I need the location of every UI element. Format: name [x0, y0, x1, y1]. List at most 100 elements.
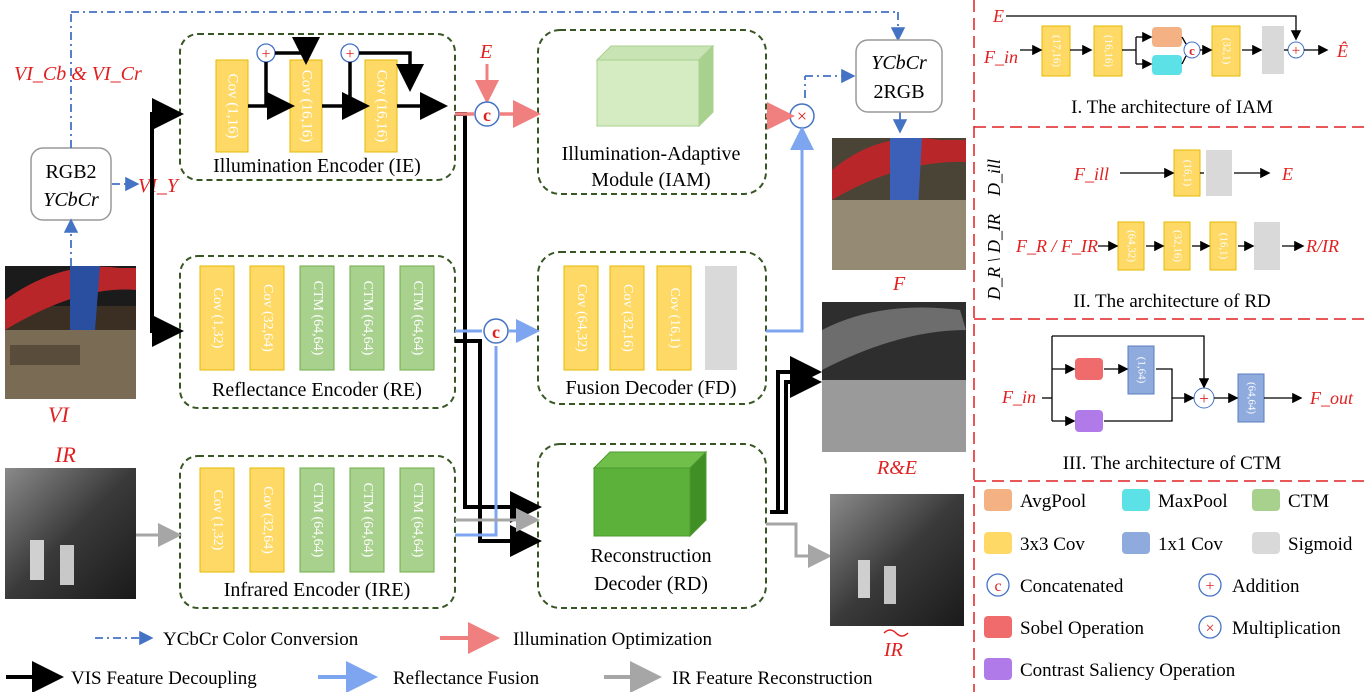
legend-panel-label-2: CTM	[1288, 491, 1329, 512]
legend-illumination: Illumination Optimization	[513, 629, 712, 650]
legend-panel-label-9: Multiplication	[1232, 618, 1341, 639]
legend-panel-symbol-7: +	[1198, 573, 1222, 597]
ire-layer-label-0: Cov (1,32)	[210, 490, 225, 551]
panel-iam-fin: F_in	[983, 47, 1018, 67]
rgb2ycbcr-line1: RGB2	[45, 161, 96, 183]
panel-iam-e-path	[1006, 15, 1302, 41]
e-label: E	[479, 41, 492, 63]
panel-ctm-caption: III. The architecture of CTM	[1063, 453, 1282, 474]
re-layer-2	[299, 265, 335, 371]
re-image	[822, 302, 966, 452]
ire-layer-label-3: CTM (64,64)	[360, 483, 375, 558]
legend-panel-label-0: AvgPool	[1020, 491, 1086, 512]
ie-layer-label-0: Cov (1,16)	[225, 74, 241, 139]
re-layer-label-3: CTM (64,64)	[360, 281, 375, 356]
right-panel-dividers	[973, 0, 1368, 692]
ire-layer-1	[249, 467, 285, 573]
illumination-paths	[455, 100, 795, 130]
panel-iam-sigmoid	[1262, 26, 1284, 74]
ire-layer-0	[199, 467, 235, 573]
re-layer-4	[399, 265, 435, 371]
ycbcr2rgb-line1: YCbCr	[871, 52, 927, 74]
legend-panel-label-5: Sigmoid	[1288, 534, 1353, 555]
ire-layer-label-1: Cov (32,64)	[260, 486, 275, 554]
panel-iam-concat: c	[1183, 41, 1201, 59]
ire-title: Infrared Encoder (IRE)	[224, 579, 411, 601]
panel-rd-drir: D_R \ D_IR	[984, 214, 1004, 301]
panel-ctm-layer-0	[1127, 345, 1155, 395]
vi-label: VI	[48, 402, 70, 427]
svg-text:+: +	[1205, 578, 1214, 595]
panel-iam-layer-label-0: (17,16)	[1050, 35, 1062, 67]
re-layer-0	[199, 265, 235, 371]
panel-rd-fill: F_ill	[1073, 164, 1109, 184]
concat-symbol-re: c	[483, 318, 509, 344]
vi-image	[5, 266, 136, 399]
re-layer-label-1: Cov (32,64)	[260, 284, 275, 352]
re-layer-label-2: CTM (64,64)	[310, 281, 325, 356]
ycbcr2rgb-box	[855, 39, 943, 113]
legend-panel-swatch-3	[984, 532, 1012, 554]
legend-panel-label-8: Sobel Operation	[1020, 618, 1145, 639]
ir-label: IR	[54, 442, 76, 467]
legend-vis: VIS Feature Decoupling	[71, 668, 257, 689]
ie-title: Illumination Encoder (IE)	[213, 155, 421, 177]
panel-iam-layer-1	[1093, 25, 1123, 77]
panel-ctm-fin: F_in	[1001, 387, 1036, 407]
iam-cube	[595, 44, 715, 128]
panel-ctm-saliency	[1075, 410, 1103, 432]
ie-box	[179, 33, 456, 181]
panel-ctm-fout: F_out	[1309, 388, 1354, 408]
svg-text:+: +	[261, 46, 270, 63]
rd-cube	[592, 450, 708, 538]
legend-panel-label-1: MaxPool	[1158, 491, 1228, 512]
panel-rd-rir: R/IR	[1305, 236, 1339, 256]
svg-text:+: +	[1199, 389, 1209, 408]
ie-add-2: +	[340, 43, 360, 63]
svg-text:+: +	[345, 46, 354, 63]
panel-rd-row2-layer-label-0: (64,32)	[1125, 230, 1137, 262]
ie-layer-2	[364, 59, 398, 153]
panel-ctm-arrows	[1042, 335, 1303, 427]
panel-rd-row1-layer-label-0: (16,1)	[1181, 160, 1193, 187]
ycbcr2rgb-line2: 2RGB	[873, 81, 924, 103]
panel-rd-e-out: E	[1281, 164, 1293, 184]
legend-panel-label-7: Addition	[1232, 576, 1300, 597]
legend-panel-swatch-10	[984, 658, 1012, 680]
ire-layer-3	[349, 467, 385, 573]
panel-ctm-layer-label-0: (1,64)	[1135, 357, 1147, 384]
panel-rd-row1-sigmoid	[1206, 150, 1232, 196]
svg-text:c: c	[994, 578, 1001, 595]
fd-layer-label-2: Cov (16,1)	[667, 288, 682, 349]
fd-title: Fusion Decoder (FD)	[565, 377, 736, 399]
legend-panel-swatch-2	[1252, 489, 1280, 511]
ie-add-1: +	[256, 43, 276, 63]
ire-box	[179, 455, 456, 609]
ire-layer-label-2: CTM (64,64)	[310, 483, 325, 558]
reflectance-fusion-paths	[455, 126, 814, 537]
panel-iam-layer-2	[1211, 25, 1241, 77]
rgb2ycbcr-line2: YCbCr	[43, 189, 99, 211]
legend-panel-symbol-9: ×	[1198, 615, 1222, 639]
ie-layer-label-2: Cov (16,16)	[374, 70, 390, 143]
fd-sigmoid	[705, 266, 737, 370]
legend-panel-swatch-1	[1122, 489, 1150, 511]
ie-skip-2	[359, 51, 424, 92]
multiply-symbol: ×	[789, 103, 815, 129]
panel-iam-avgpool	[1152, 27, 1182, 47]
iam-line1: Illumination-Adaptive	[562, 143, 741, 165]
legend-panel-swatch-4	[1122, 532, 1150, 554]
panel-rd-frir: F_R / F_IR	[1015, 236, 1098, 256]
ir-reconstruction-paths	[136, 508, 832, 568]
rd-line1: Reconstruction	[590, 545, 711, 567]
concat-symbol-ie: c	[474, 101, 500, 127]
ir-hat-label: IR	[883, 639, 903, 661]
fd-layer-2	[656, 265, 692, 371]
panel-rd-row2-layer-2	[1209, 221, 1237, 271]
svg-text:×: ×	[1205, 620, 1214, 637]
re-layer-3	[349, 265, 385, 371]
ie-layer-0	[215, 59, 249, 153]
legend-ycbcr: YCbCr Color Conversion	[163, 629, 359, 650]
panel-ctm-layer-label-1: (64,64)	[1245, 382, 1257, 414]
ir-image	[5, 468, 136, 599]
